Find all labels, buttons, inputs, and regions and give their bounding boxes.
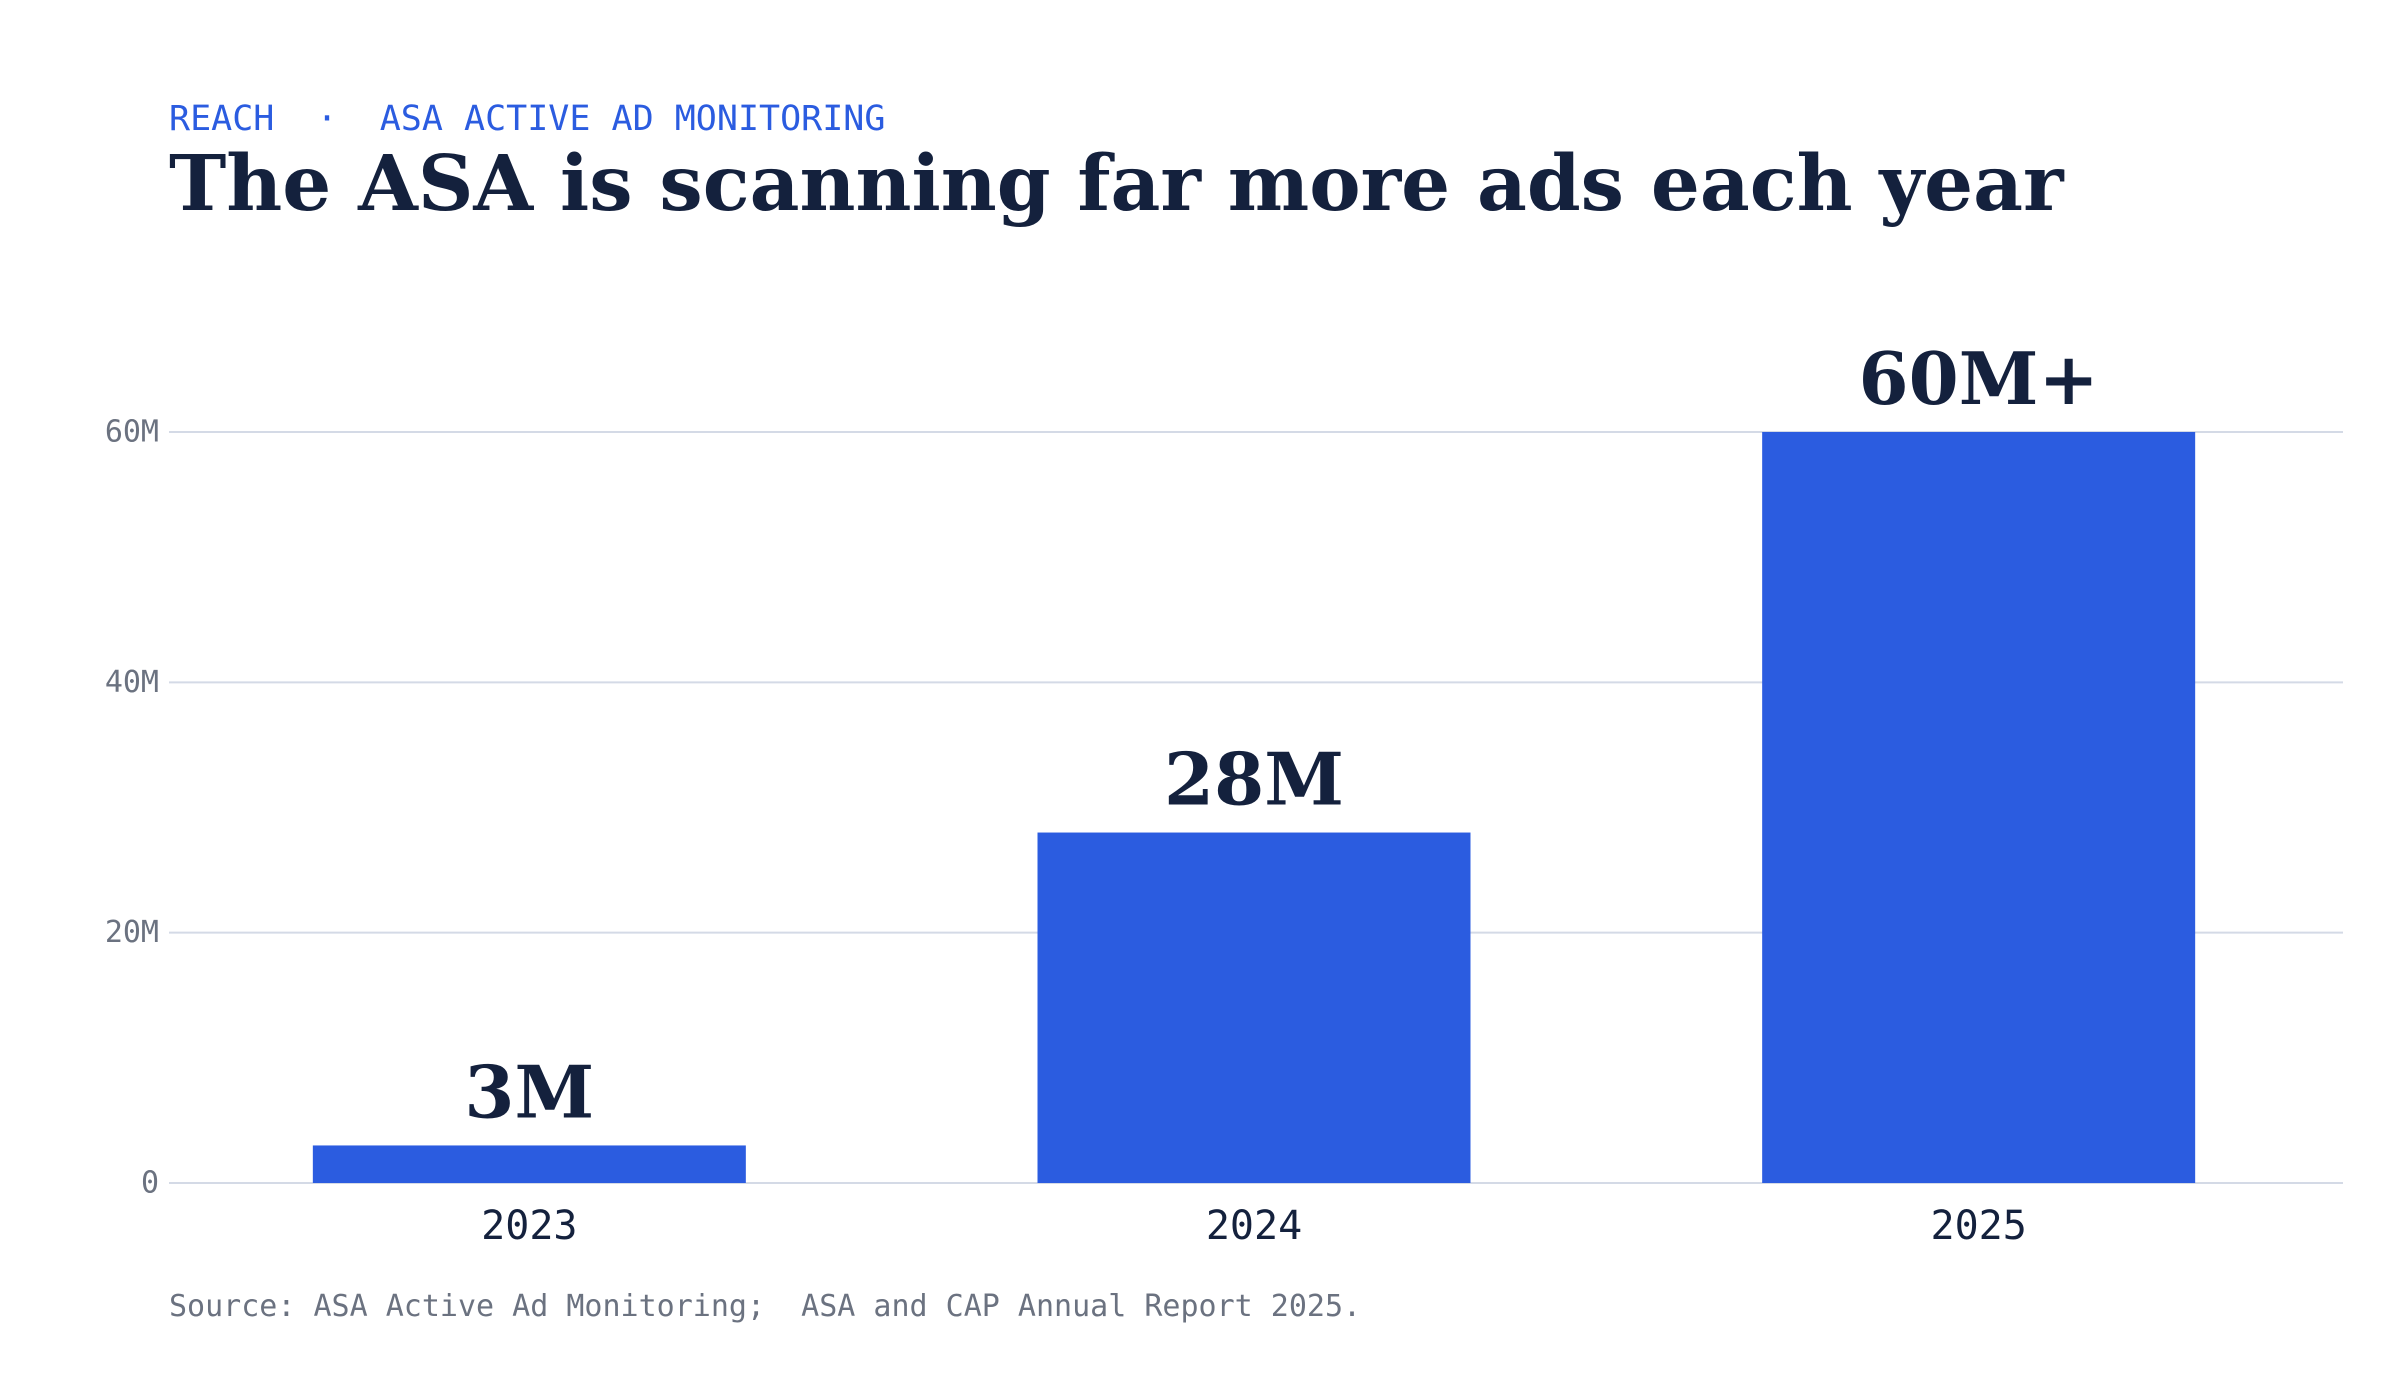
x-tick-label: 2025 — [1931, 1203, 2027, 1249]
bar-value-label: 28M — [1164, 737, 1344, 822]
x-tick-label: 2023 — [481, 1203, 577, 1249]
bar — [312, 1145, 746, 1183]
y-tick-label: 40M — [105, 665, 159, 700]
y-tick-label: 0 — [141, 1166, 159, 1201]
x-tick-label: 2024 — [1206, 1203, 1302, 1249]
bar — [1037, 832, 1471, 1183]
data-labels: 3M 28M 60M+ — [464, 336, 2098, 1134]
y-tick-label: 60M — [105, 415, 159, 450]
bar-value-label: 60M+ — [1859, 336, 2099, 421]
y-tick-label: 20M — [105, 915, 159, 950]
chart-kicker: REACH · ASA ACTIVE AD MONITORING — [169, 99, 886, 139]
y-axis-ticks: 0 20M 40M 60M — [105, 415, 159, 1201]
source-note: Source: ASA Active Ad Monitoring; ASA an… — [169, 1289, 1362, 1324]
bars — [312, 432, 2196, 1183]
x-axis-ticks: 2023 2024 2025 — [481, 1203, 2027, 1249]
chart-title: The ASA is scanning far more ads each ye… — [169, 139, 2064, 229]
bar — [1762, 432, 2196, 1183]
bar-value-label: 3M — [464, 1049, 594, 1134]
